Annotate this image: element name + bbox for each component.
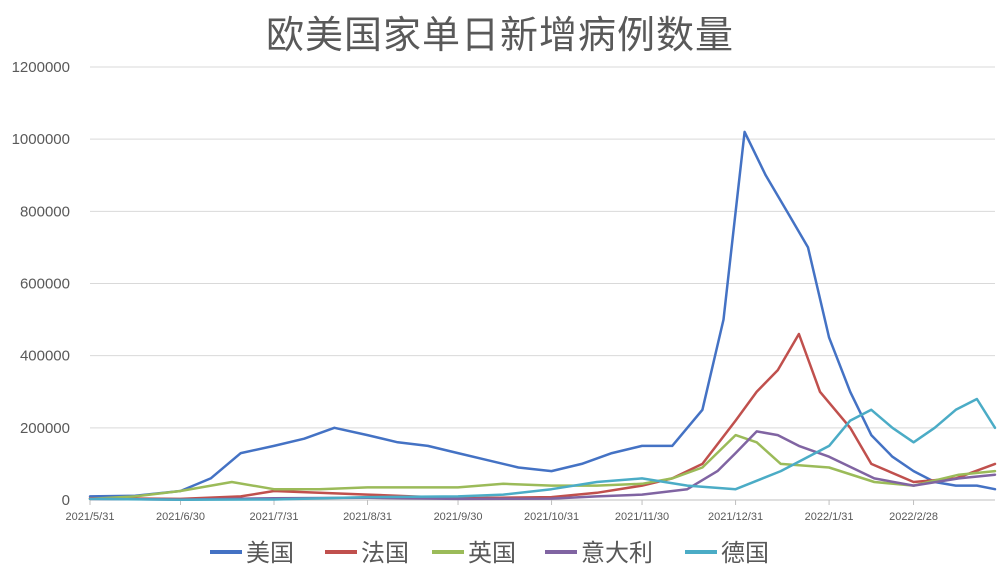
x-tick-label: 2021/12/31 [708, 511, 763, 523]
x-tick-label: 2021/10/31 [524, 511, 579, 523]
x-tick-label: 2021/11/30 [615, 511, 669, 523]
x-tick-label: 2021/6/30 [156, 511, 205, 523]
legend-label-2: 法国 [361, 539, 409, 567]
legend-label-3: 英国 [468, 539, 516, 567]
x-tick-label: 2021/9/30 [434, 511, 483, 523]
x-tick-label: 2021/7/31 [250, 511, 299, 523]
y-tick-label: 600000 [20, 276, 70, 293]
y-tick-label: 800000 [20, 203, 70, 220]
y-tick-label: 1000000 [12, 131, 70, 148]
x-tick-label: 2022/2/28 [889, 511, 938, 523]
y-tick-label: 400000 [20, 348, 70, 365]
x-tick-label: 2021/5/31 [66, 511, 115, 523]
legend-label-5: 德国 [721, 539, 769, 567]
series-line-3 [88, 433, 997, 501]
series-line-2 [88, 332, 997, 501]
x-tick-label: 2022/1/31 [805, 511, 854, 523]
series-line-1 [88, 130, 997, 498]
x-tick-label: 2021/8/31 [343, 511, 392, 523]
chart-title: 欧美国家单日新增病例数量 [265, 13, 734, 57]
legend-label-4: 意大利 [581, 539, 653, 567]
y-tick-label: 1200000 [12, 59, 70, 76]
series-line-5 [88, 397, 997, 501]
y-tick-label: 0 [62, 492, 70, 509]
y-tick-label: 200000 [20, 420, 70, 437]
legend-label-1: 美国 [246, 539, 294, 567]
